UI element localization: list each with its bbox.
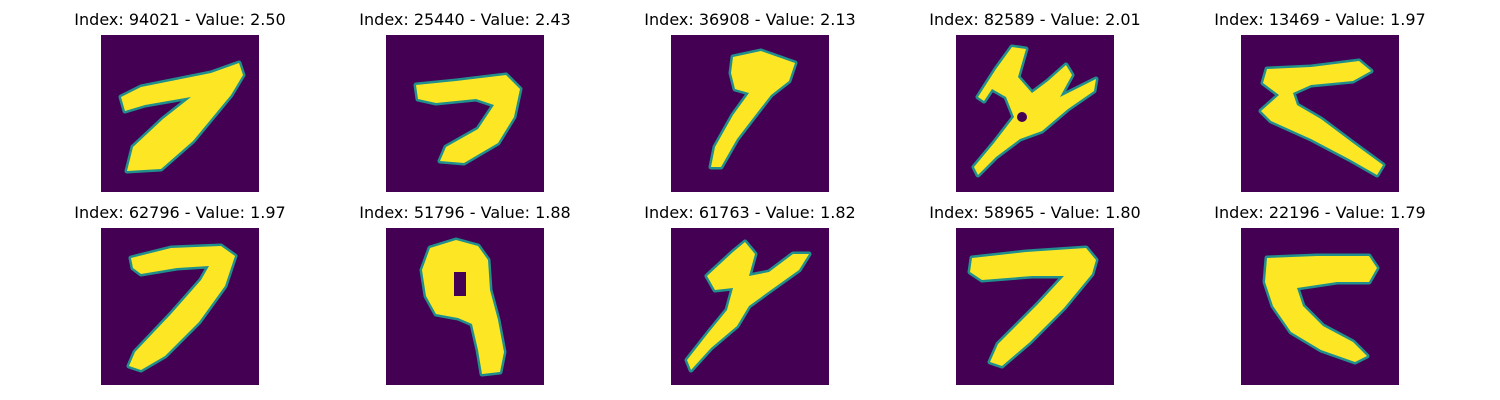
digit-image [671,228,829,385]
panel-3: Index: 36908 - Value: 2.13 [615,9,885,194]
digit-image [671,35,829,192]
digit-image [956,35,1114,192]
digit-image [956,228,1114,385]
panel-title: Index: 82589 - Value: 2.01 [929,10,1141,29]
panel-title: Index: 94021 - Value: 2.50 [74,10,286,29]
panel-2: Index: 25440 - Value: 2.43 [330,9,600,194]
panel-7: Index: 51796 - Value: 1.88 [330,202,600,387]
panel-4: Index: 82589 - Value: 2.01 [900,9,1170,194]
digit-image [101,228,259,385]
panel-8: Index: 61763 - Value: 1.82 [615,202,885,387]
digit-image [1241,228,1399,385]
panel-title: Index: 13469 - Value: 1.97 [1214,10,1426,29]
panel-1: Index: 94021 - Value: 2.50 [45,9,315,194]
panel-title: Index: 22196 - Value: 1.79 [1214,203,1426,222]
panel-title: Index: 25440 - Value: 2.43 [359,10,571,29]
panel-6: Index: 62796 - Value: 1.97 [45,202,315,387]
panel-5: Index: 13469 - Value: 1.97 [1185,9,1455,194]
digit-image [101,35,259,192]
panel-10: Index: 22196 - Value: 1.79 [1185,202,1455,387]
panel-title: Index: 36908 - Value: 2.13 [644,10,856,29]
panel-title: Index: 51796 - Value: 1.88 [359,203,571,222]
digit-image [1241,35,1399,192]
panel-9: Index: 58965 - Value: 1.80 [900,202,1170,387]
panel-title: Index: 61763 - Value: 1.82 [644,203,856,222]
panel-title: Index: 62796 - Value: 1.97 [74,203,286,222]
digit-image [386,228,544,385]
digit-image [386,35,544,192]
panel-title: Index: 58965 - Value: 1.80 [929,203,1141,222]
